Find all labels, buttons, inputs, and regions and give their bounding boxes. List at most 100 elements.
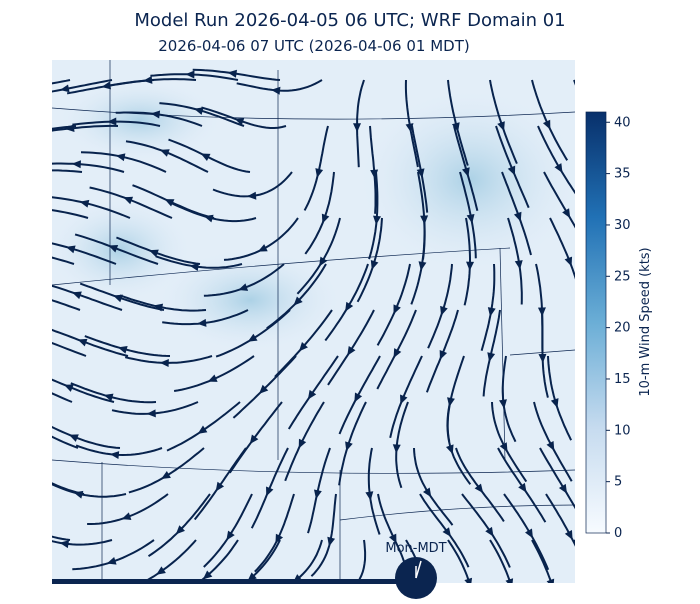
borders [52, 60, 575, 583]
streamline-arrow [546, 578, 555, 583]
streamline [196, 539, 239, 583]
streamline-arrow [257, 244, 268, 252]
streamline-arrow [115, 153, 126, 162]
streamline [356, 79, 365, 168]
streamline-arrow [159, 149, 170, 157]
streamline [140, 539, 197, 583]
streamline [427, 263, 453, 349]
streamline [501, 171, 532, 256]
streamline-arrow [164, 199, 175, 207]
streamline-arrow [238, 283, 249, 291]
streamline-arrow [370, 169, 379, 179]
streamline-arrow [345, 301, 354, 312]
streamline-arrow [72, 291, 82, 300]
streamline-arrow [393, 348, 402, 358]
streamline-arrow [546, 440, 555, 451]
streamline [539, 447, 575, 510]
streamline [368, 171, 379, 260]
streamline-arrow [365, 491, 374, 501]
streamline-arrow [106, 557, 117, 565]
colorbar-tick-label: 15 [614, 372, 631, 387]
streamline [125, 140, 209, 173]
streamline-arrow [161, 471, 171, 480]
streamline-arrow [123, 196, 134, 205]
streamline-arrow [28, 422, 40, 433]
streamline [52, 125, 77, 130]
streamline-arrow [203, 214, 214, 223]
streamline-arrow [451, 122, 460, 132]
title: Model Run 2026-04-05 06 UTC; WRF Domain … [134, 10, 565, 31]
streamline-arrow [153, 303, 164, 312]
streamline-arrow [33, 471, 45, 482]
streamline-arrow [514, 260, 523, 270]
streamlines [17, 68, 622, 590]
streamline-arrow [207, 374, 218, 382]
streamline-arrow [22, 247, 32, 256]
streamline-arrow [307, 389, 317, 400]
streamline-arrow [35, 334, 46, 345]
streamline [52, 425, 121, 449]
streamline [266, 263, 327, 330]
streamline-arrow [564, 256, 573, 267]
streamline-arrow [319, 256, 328, 267]
streamline-arrow [77, 338, 88, 347]
colorbar-tick-label: 5 [614, 475, 622, 490]
streamline-arrow [189, 263, 199, 271]
streamline-arrow [405, 123, 414, 133]
streamline-arrow [143, 75, 153, 84]
streamline-arrow [249, 434, 259, 445]
clock-label: Mon-MDT [385, 541, 446, 556]
wind-patch [60, 80, 220, 160]
streamline-arrow [373, 215, 382, 225]
streamline [531, 539, 553, 583]
streamline [324, 263, 369, 342]
streamline-arrow [298, 438, 307, 449]
streamline-arrow [73, 490, 84, 499]
colorbar-tick-label: 0 [614, 526, 622, 541]
streamline-arrow [542, 119, 551, 130]
streamline-arrow [65, 124, 75, 133]
streamline-arrow [370, 260, 379, 270]
streamline-arrow [497, 121, 505, 132]
streamline-arrow [271, 86, 281, 95]
streamline [413, 447, 454, 526]
streamline-arrow [422, 487, 432, 498]
streamline-arrow [487, 307, 496, 317]
streamline-arrow [485, 526, 494, 537]
streamline-arrow [17, 83, 27, 92]
streamline-arrow [193, 107, 204, 115]
streamline-arrow [445, 444, 454, 455]
streamline-arrow [562, 208, 571, 219]
streamline [52, 256, 75, 265]
streamline-arrow [247, 333, 258, 342]
streamline-arrow [36, 204, 46, 213]
streamline-arrow [215, 481, 225, 492]
colorbar [585, 111, 607, 534]
streamline-arrow [23, 127, 33, 136]
streamline-arrow [558, 483, 567, 494]
map-area [17, 60, 622, 590]
streamline-arrow [234, 117, 245, 126]
streamline-arrow [354, 392, 363, 403]
streamline-arrow [554, 163, 563, 173]
streamline-arrow [63, 384, 74, 392]
streamline-arrow [442, 527, 452, 537]
streamline-arrow [462, 167, 470, 178]
streamline-arrow [466, 261, 475, 271]
streamline-arrow [589, 579, 600, 590]
streamline [52, 79, 71, 85]
streamline-arrow [507, 165, 516, 176]
streamline-arrow [79, 199, 90, 208]
streamline-arrow [275, 533, 284, 544]
streamline-arrow [400, 394, 408, 405]
streamline [228, 401, 283, 474]
streamline-arrow [499, 399, 507, 409]
streamline-arrow [610, 204, 622, 216]
streamline-arrow [550, 398, 559, 408]
streamline-arrow [345, 441, 353, 452]
streamline-arrow [393, 304, 401, 315]
streamline [338, 401, 367, 486]
colorbar-label: 10-m Wind Speed (kts) [638, 247, 653, 396]
